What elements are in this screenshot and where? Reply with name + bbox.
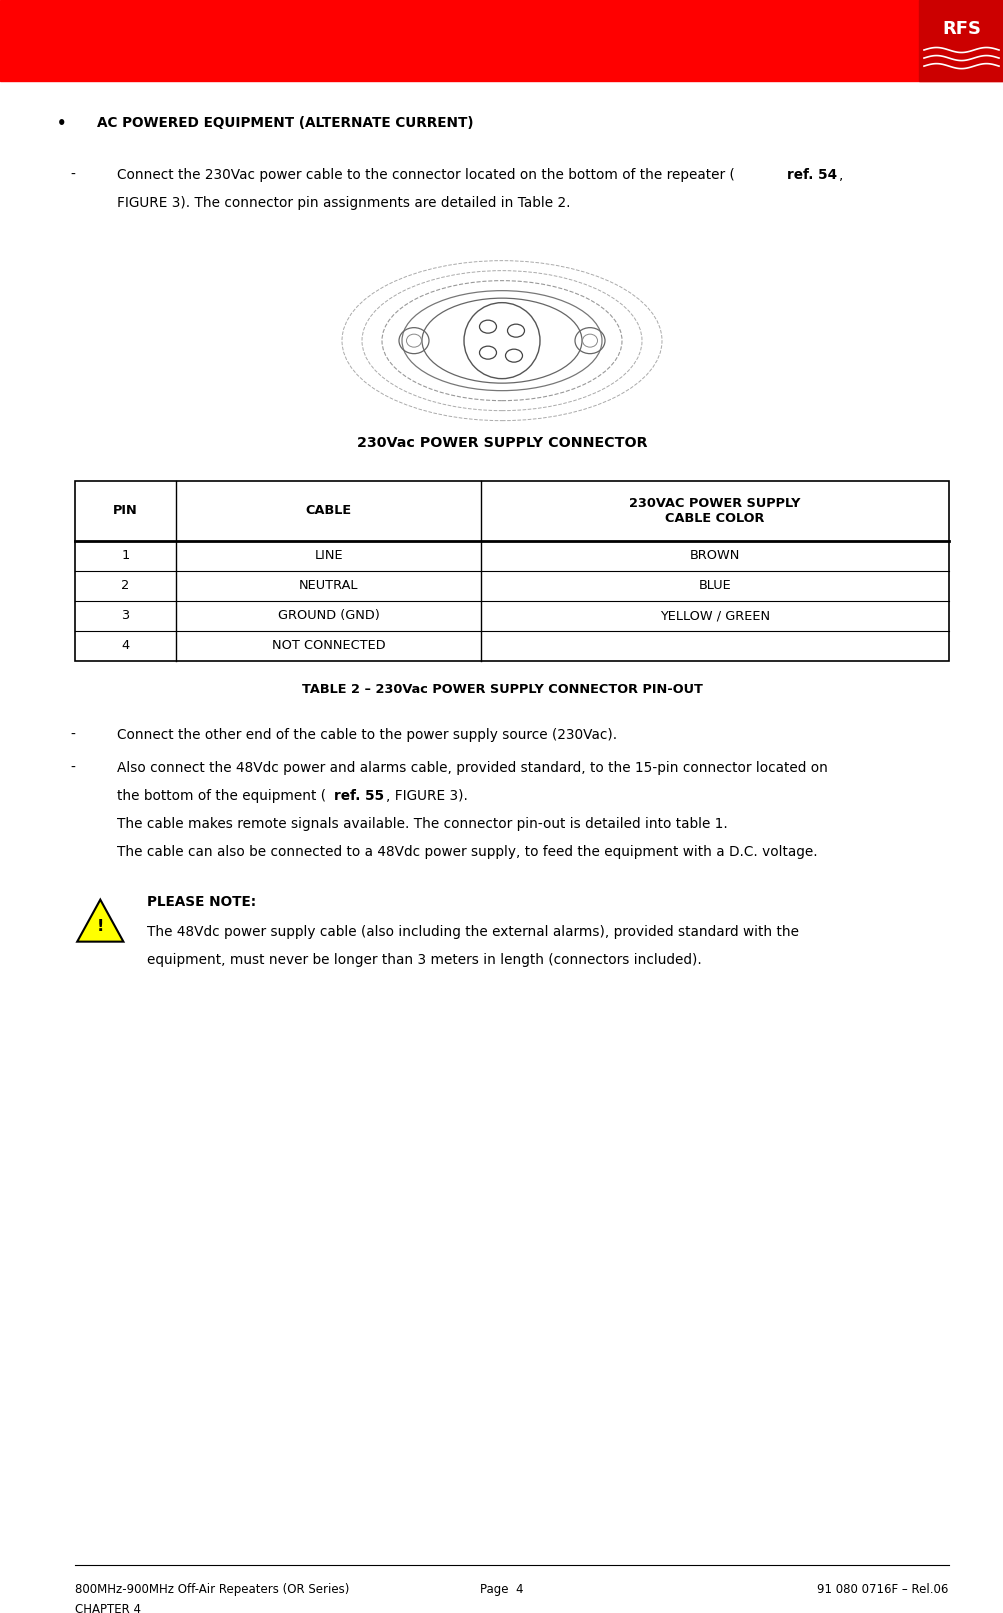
Text: CHAPTER 4: CHAPTER 4 <box>75 1603 141 1613</box>
Text: -: - <box>70 761 75 774</box>
Bar <box>75 481 948 661</box>
Text: 800MHz-900MHz Off-Air Repeaters (OR Series): 800MHz-900MHz Off-Air Repeaters (OR Seri… <box>75 1582 349 1595</box>
Text: BLUE: BLUE <box>698 579 731 592</box>
Text: 91 080 0716F – Rel.06: 91 080 0716F – Rel.06 <box>816 1582 948 1595</box>
Text: The cable makes remote signals available. The connector pin-out is detailed into: The cable makes remote signals available… <box>117 816 727 831</box>
Text: TABLE 2 – 230Vac POWER SUPPLY CONNECTOR PIN-OUT: TABLE 2 – 230Vac POWER SUPPLY CONNECTOR … <box>301 682 702 695</box>
Text: ref. 54: ref. 54 <box>786 168 837 182</box>
Text: , FIGURE 3).: , FIGURE 3). <box>386 789 467 803</box>
Text: YELLOW / GREEN: YELLOW / GREEN <box>659 610 769 623</box>
Text: -: - <box>70 727 75 742</box>
Text: The 48Vdc power supply cable (also including the external alarms), provided stan: The 48Vdc power supply cable (also inclu… <box>147 924 798 939</box>
Text: 2: 2 <box>121 579 129 592</box>
Text: BROWN: BROWN <box>689 548 739 563</box>
Text: RFS: RFS <box>941 19 980 39</box>
Text: Connect the other end of the cable to the power supply source (230Vac).: Connect the other end of the cable to th… <box>117 727 617 742</box>
Text: GROUND (GND): GROUND (GND) <box>278 610 379 623</box>
Text: Also connect the 48Vdc power and alarms cable, provided standard, to the 15-pin : Also connect the 48Vdc power and alarms … <box>117 761 827 774</box>
Text: 230VAC POWER SUPPLY
CABLE COLOR: 230VAC POWER SUPPLY CABLE COLOR <box>629 497 800 524</box>
Polygon shape <box>77 900 123 942</box>
Text: The cable can also be connected to a 48Vdc power supply, to feed the equipment w: The cable can also be connected to a 48V… <box>117 845 817 858</box>
Text: CABLE: CABLE <box>305 505 351 518</box>
Text: Page  4: Page 4 <box>479 1582 524 1595</box>
Text: -: - <box>70 168 75 182</box>
Text: 4: 4 <box>121 639 129 652</box>
Text: PIN: PIN <box>113 505 137 518</box>
Text: !: ! <box>96 919 104 934</box>
Text: equipment, must never be longer than 3 meters in length (connectors included).: equipment, must never be longer than 3 m… <box>147 953 701 966</box>
Text: NEUTRAL: NEUTRAL <box>299 579 358 592</box>
Text: 1: 1 <box>121 548 129 563</box>
Text: LINE: LINE <box>314 548 343 563</box>
Text: NOT CONNECTED: NOT CONNECTED <box>272 639 385 652</box>
Text: the bottom of the equipment (: the bottom of the equipment ( <box>117 789 326 803</box>
Text: 230Vac POWER SUPPLY CONNECTOR: 230Vac POWER SUPPLY CONNECTOR <box>356 436 647 450</box>
Bar <box>0 0 1003 81</box>
Text: PLEASE NOTE:: PLEASE NOTE: <box>147 895 256 908</box>
Bar <box>918 0 1003 81</box>
Text: AC POWERED EQUIPMENT (ALTERNATE CURRENT): AC POWERED EQUIPMENT (ALTERNATE CURRENT) <box>97 116 473 129</box>
Text: FIGURE 3). The connector pin assignments are detailed in Table 2.: FIGURE 3). The connector pin assignments… <box>117 195 571 210</box>
Text: •: • <box>57 116 67 131</box>
Text: ref. 55: ref. 55 <box>334 789 384 803</box>
Text: ,: , <box>839 168 843 182</box>
Text: 3: 3 <box>121 610 129 623</box>
Text: Connect the 230Vac power cable to the connector located on the bottom of the rep: Connect the 230Vac power cable to the co… <box>117 168 734 182</box>
